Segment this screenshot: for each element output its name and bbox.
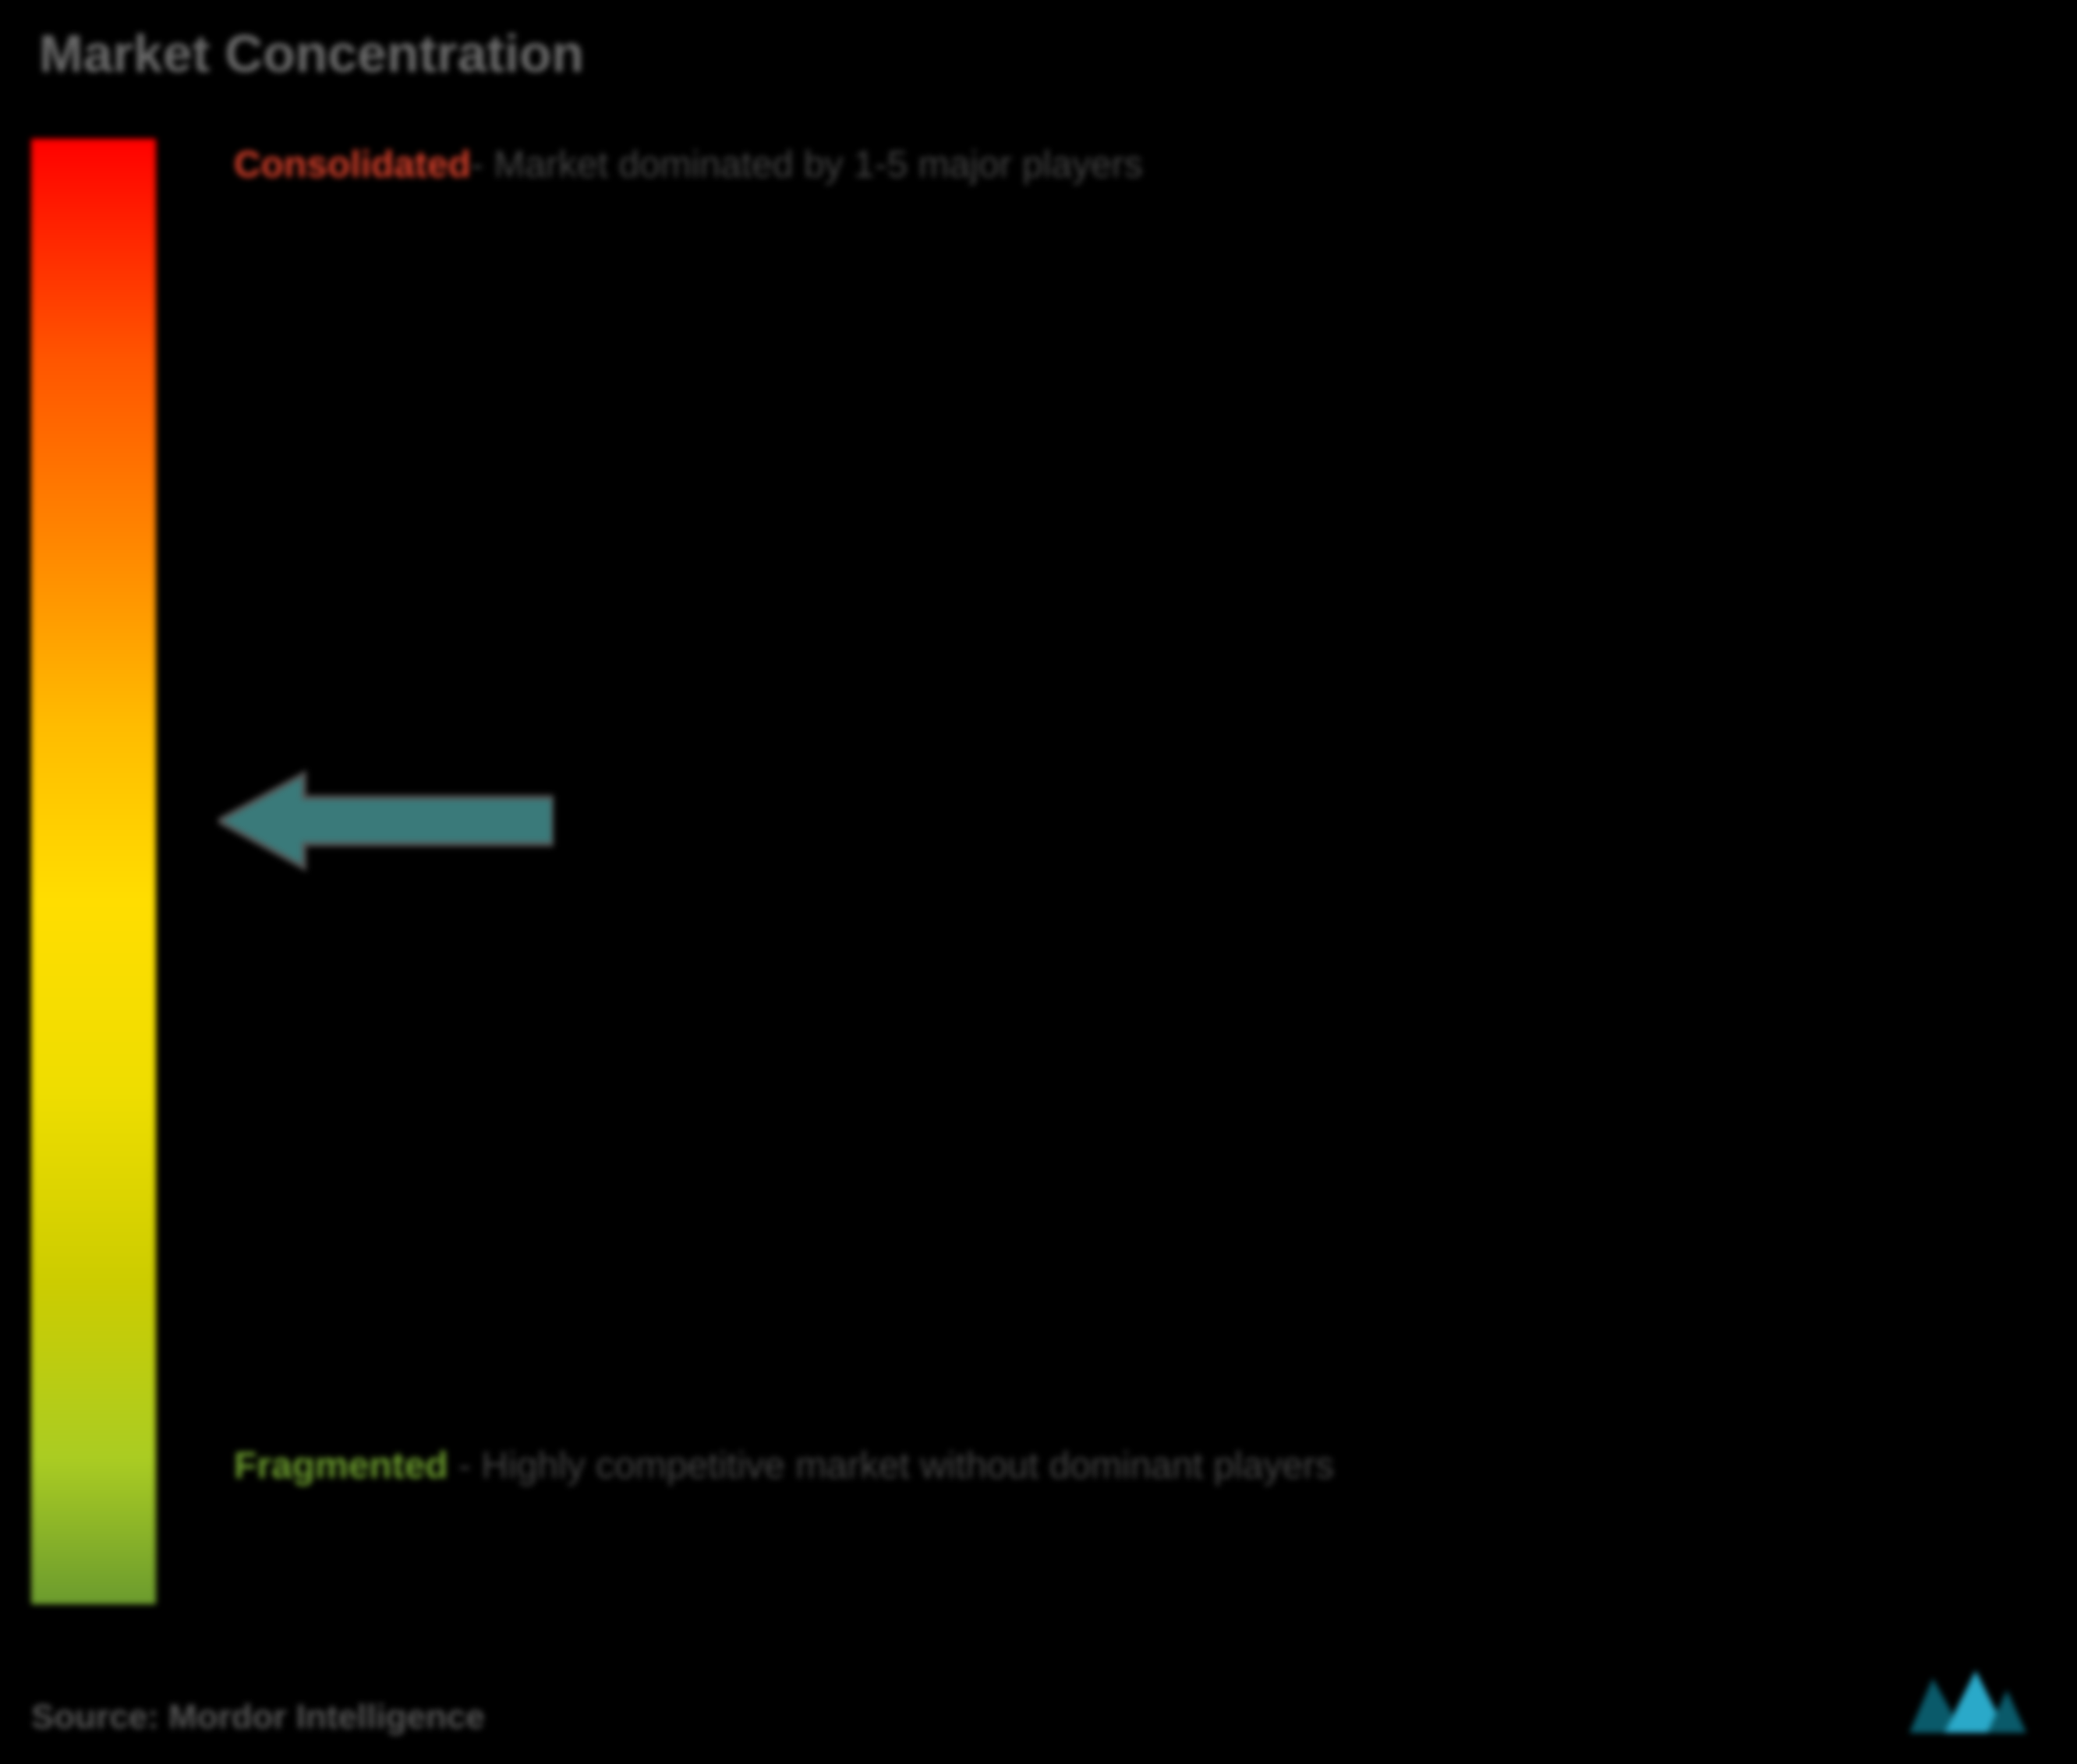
consolidated-key: Consolidated	[234, 144, 471, 186]
fragmented-key: Fragmented	[234, 1445, 448, 1486]
logo-peak-1	[1909, 1678, 1952, 1733]
infographic-container: Market Concentration Consolidated- Marke…	[0, 0, 2077, 1764]
fragmented-label: Fragmented - Highly competitive market w…	[234, 1433, 1334, 1500]
concentration-gradient-bar	[31, 139, 156, 1604]
scale-content: Consolidated- Market dominated by 1-5 ma…	[31, 139, 2046, 1604]
source-attribution: Source: Mordor Intelligence	[31, 1698, 485, 1737]
fragmented-desc: - Highly competitive market without domi…	[448, 1445, 1334, 1486]
page-title: Market Concentration	[39, 23, 2046, 84]
arrow-left-icon	[218, 770, 554, 871]
mordor-logo-icon	[1905, 1667, 2030, 1737]
consolidated-desc: - Market dominated by 1-5 major players	[471, 144, 1143, 186]
position-indicator	[218, 770, 554, 875]
consolidated-label: Consolidated- Market dominated by 1-5 ma…	[234, 139, 1143, 191]
logo-svg	[1905, 1667, 2030, 1737]
arrow-polygon	[218, 774, 554, 868]
